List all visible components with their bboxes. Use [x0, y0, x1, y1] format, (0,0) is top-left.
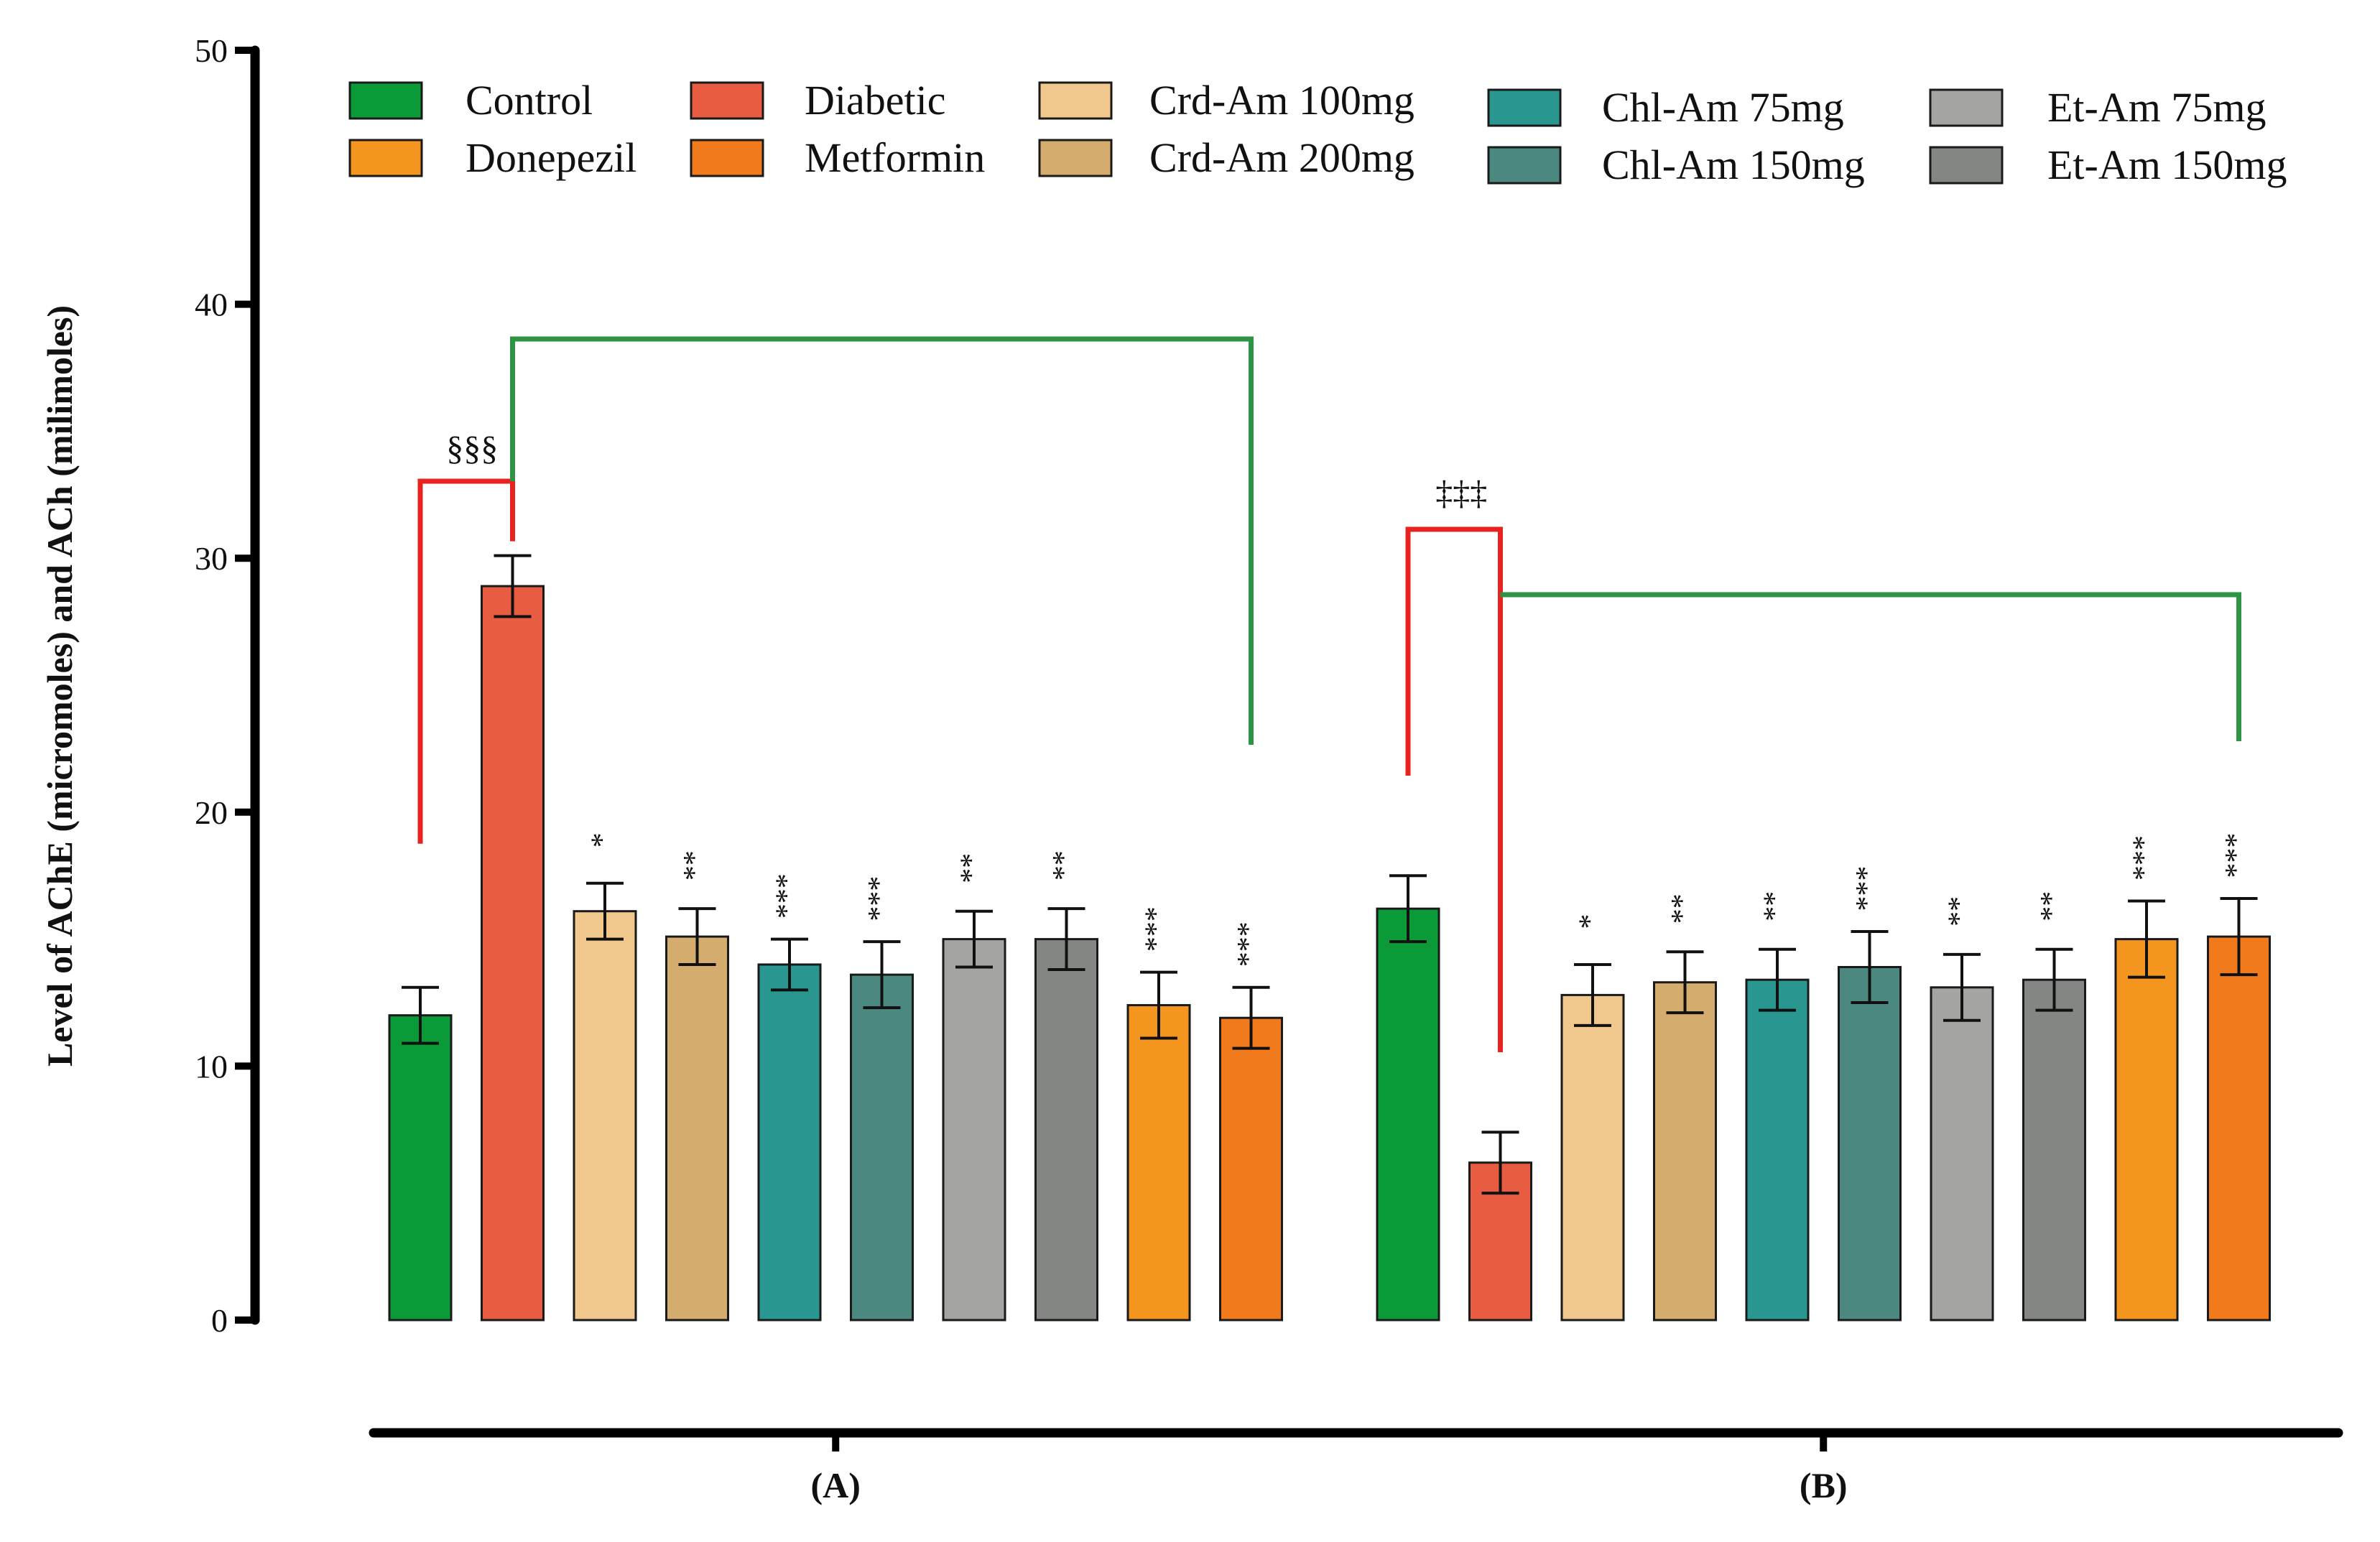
legend-label: Crd-Am 200mg — [1149, 134, 1414, 181]
legend-label: Chl-Am 150mg — [1602, 141, 1865, 188]
bar — [1653, 981, 1717, 1322]
legend-swatch — [348, 81, 423, 120]
y-tick-label: 50 — [195, 32, 228, 69]
legend-label: Et-Am 150mg — [2047, 141, 2287, 188]
bracket-diabetic-vs-treatments — [510, 336, 1254, 745]
bar — [1930, 986, 1994, 1322]
bar — [1745, 978, 1810, 1322]
bar — [1034, 938, 1098, 1322]
legend-swatch — [1487, 146, 1562, 185]
y-tick-label: 10 — [195, 1048, 228, 1084]
legend-swatch — [1929, 88, 2004, 127]
legend-label: Diabetic — [805, 77, 945, 124]
significance-star: ** — [1047, 850, 1080, 881]
comparison-brackets: §§§ ‡‡‡ — [417, 336, 2241, 1052]
y-axis: 0 10 20 30 40 50 — [195, 32, 260, 1339]
legend: Control Diabetic Crd-Am 100mg Chl-Am 75mg Et… — [348, 77, 2287, 188]
significance-star: ** — [1759, 891, 1792, 921]
bar — [850, 973, 914, 1322]
y-tick-label: 40 — [195, 287, 228, 323]
significance-star: ** — [678, 850, 711, 881]
y-tick-label: 0 — [211, 1302, 228, 1339]
legend-label: Donepezil — [466, 134, 636, 181]
bracket-diabetic-vs-treatments-b — [1500, 592, 2241, 741]
bar — [1219, 1016, 1283, 1322]
bar — [573, 910, 637, 1322]
legend-swatch — [690, 81, 764, 120]
significance-star: * — [586, 832, 619, 847]
group-label: (B) — [1800, 1465, 1848, 1505]
y-tick-label: 30 — [195, 540, 228, 577]
bar — [1376, 907, 1440, 1322]
significance-star: ** — [955, 853, 988, 883]
significance-star: *** — [2128, 835, 2161, 881]
y-axis-label: Level of AChE (micromoles) and ACh (mili… — [40, 305, 80, 1067]
legend-swatch — [1487, 88, 1562, 127]
x-axis: (A) (B) — [369, 1428, 2343, 1505]
significance-star: *** — [1232, 921, 1265, 967]
significance-symbol: §§§ — [446, 429, 498, 468]
legend-label: Crd-Am 100mg — [1149, 77, 1414, 124]
bars — [388, 554, 2271, 1322]
significance-stars: ********* ***** *********************** — [586, 832, 2254, 967]
bar — [2022, 978, 2086, 1322]
significance-star: *** — [771, 873, 804, 919]
bracket-control-vs-diabetic — [417, 478, 515, 844]
bar — [2114, 938, 2179, 1322]
group-label: (A) — [811, 1465, 861, 1505]
legend-swatch — [348, 139, 423, 177]
significance-star: ** — [2035, 891, 2068, 921]
legend-label: Metformin — [805, 134, 985, 181]
legend-swatch — [1038, 139, 1113, 177]
legend-label: Control — [466, 77, 593, 124]
significance-star: ** — [1666, 893, 1699, 924]
significance-star: * — [1574, 914, 1607, 929]
legend-label: Chl-Am 75mg — [1602, 84, 1844, 131]
bar — [388, 1014, 453, 1322]
bracket-control-vs-diabetic-b — [1405, 526, 1503, 1052]
bar — [1560, 993, 1625, 1322]
significance-symbol: ‡‡‡ — [1435, 474, 1487, 512]
significance-star: *** — [1851, 865, 1884, 911]
significance-star: *** — [2220, 833, 2253, 878]
legend-swatch — [1038, 81, 1113, 120]
bar — [942, 938, 1006, 1322]
significance-star: ** — [1943, 896, 1976, 926]
bar — [1838, 965, 1902, 1322]
legend-swatch — [690, 139, 764, 177]
bar — [1126, 1004, 1191, 1322]
legend-swatch — [1929, 146, 2004, 185]
bar — [2207, 935, 2271, 1322]
bar — [481, 585, 545, 1322]
significance-star: *** — [863, 876, 896, 921]
legend-label: Et-Am 75mg — [2047, 84, 2266, 131]
bar — [665, 935, 729, 1322]
y-tick-label: 20 — [195, 794, 228, 831]
bar — [757, 963, 822, 1322]
significance-star: *** — [1140, 906, 1173, 952]
